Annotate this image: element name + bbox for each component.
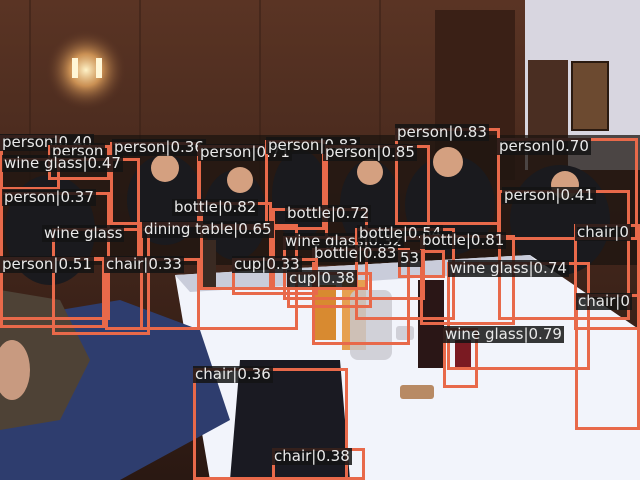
detection-label: person|0.41 <box>502 186 596 204</box>
framed-picture <box>571 61 609 131</box>
detection-label: 53 <box>398 249 422 267</box>
lamp-bulb-right <box>96 58 102 78</box>
detection-label: dining table|0.65 <box>142 220 274 238</box>
lamp-bulb-left <box>72 58 78 78</box>
detection-label: bottle|0.72 <box>285 204 372 222</box>
detection-label: wine glass|0.74 <box>448 259 569 277</box>
detection-label: person|0.70 <box>497 137 591 155</box>
wall-lamp-glow <box>46 30 126 110</box>
detection-label: bottle|0.82 <box>172 198 259 216</box>
detection-label: chair|0 <box>576 292 632 310</box>
detection-label: chair|0.38 <box>272 447 352 465</box>
detection-label: person|0.51 <box>0 255 94 273</box>
detection-box <box>575 294 640 430</box>
detection-label: chair|0.33 <box>104 255 184 273</box>
detection-label: bottle|0.83 <box>312 244 399 262</box>
detection-label: wine glass|0.79 <box>443 325 564 343</box>
detection-label: person|0.36 <box>112 138 206 156</box>
detection-label: wine glass <box>42 224 125 242</box>
detection-label: chair|0.36 <box>193 365 273 383</box>
detection-label: cup|0.33 <box>232 255 302 273</box>
detection-label: wine glass|0.47 <box>2 154 123 172</box>
detection-label: person|0.83 <box>395 123 489 141</box>
detection-label: person|0.85 <box>323 143 417 161</box>
detection-label: chair|0 <box>575 223 631 241</box>
foreground-guest-face <box>0 340 30 400</box>
detection-label: cup|0.38 <box>287 269 357 287</box>
detection-label: bottle|0.81 <box>420 231 507 249</box>
detection-label: person|0.37 <box>2 188 96 206</box>
